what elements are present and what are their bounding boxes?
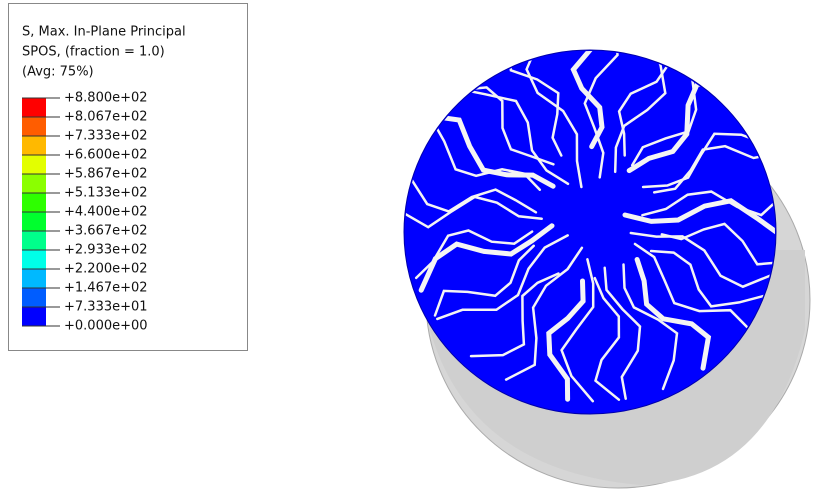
color-band bbox=[22, 174, 46, 193]
crack bbox=[613, 51, 667, 174]
legend-label: +0.000e+00 bbox=[64, 319, 148, 334]
crack bbox=[622, 263, 679, 391]
crack bbox=[469, 272, 560, 358]
crack bbox=[525, 51, 583, 189]
cracks bbox=[405, 51, 775, 403]
crack bbox=[454, 87, 570, 186]
crack bbox=[452, 86, 555, 166]
crack bbox=[504, 246, 584, 381]
legend-label: +8.067e+02 bbox=[64, 110, 148, 125]
legend-label: +2.200e+02 bbox=[64, 262, 148, 277]
crack bbox=[603, 266, 642, 400]
crack bbox=[626, 79, 731, 174]
crack bbox=[660, 222, 775, 266]
crack bbox=[507, 51, 563, 157]
crack bbox=[407, 174, 538, 214]
crack bbox=[433, 244, 535, 317]
crack bbox=[634, 257, 712, 371]
crack bbox=[629, 231, 775, 289]
color-band bbox=[22, 250, 46, 269]
crack bbox=[652, 144, 775, 194]
legend-label: +5.867e+02 bbox=[64, 167, 148, 182]
legend-label: +7.333e+02 bbox=[64, 129, 148, 144]
crack bbox=[649, 249, 768, 308]
crack bbox=[546, 278, 586, 402]
crack bbox=[622, 198, 775, 240]
crack bbox=[431, 114, 556, 189]
model bbox=[403, 49, 811, 489]
legend-title: S, Max. In-Plane Principal bbox=[22, 25, 186, 40]
color-band bbox=[22, 98, 46, 117]
legend-label: +2.933e+02 bbox=[64, 243, 148, 258]
legend-label: +8.800e+02 bbox=[64, 91, 148, 106]
legend-label: +7.333e+01 bbox=[64, 300, 148, 315]
crack bbox=[593, 276, 621, 401]
color-band bbox=[22, 193, 46, 212]
color-band bbox=[22, 269, 46, 288]
legend-label: +5.133e+02 bbox=[64, 186, 148, 201]
crack bbox=[641, 190, 775, 217]
legend-title: SPOS, (fraction = 1.0) bbox=[22, 45, 165, 60]
color-band bbox=[22, 307, 46, 326]
color-band bbox=[22, 117, 46, 136]
legend-label: +1.467e+02 bbox=[64, 281, 148, 296]
color-band bbox=[22, 231, 46, 250]
crack bbox=[414, 229, 534, 280]
legend-label: +3.667e+02 bbox=[64, 224, 148, 239]
crack bbox=[633, 242, 749, 329]
color-band bbox=[22, 155, 46, 174]
color-band bbox=[22, 288, 46, 307]
crack bbox=[570, 51, 614, 150]
legend-label: +6.600e+02 bbox=[64, 148, 148, 163]
crack bbox=[560, 258, 595, 403]
color-band bbox=[22, 136, 46, 155]
color-band bbox=[22, 212, 46, 231]
crack bbox=[583, 51, 619, 179]
legend-title: (Avg: 75%) bbox=[22, 65, 94, 80]
legend-label: +4.400e+02 bbox=[64, 205, 148, 220]
legend-box bbox=[8, 3, 248, 351]
crack bbox=[436, 234, 569, 321]
